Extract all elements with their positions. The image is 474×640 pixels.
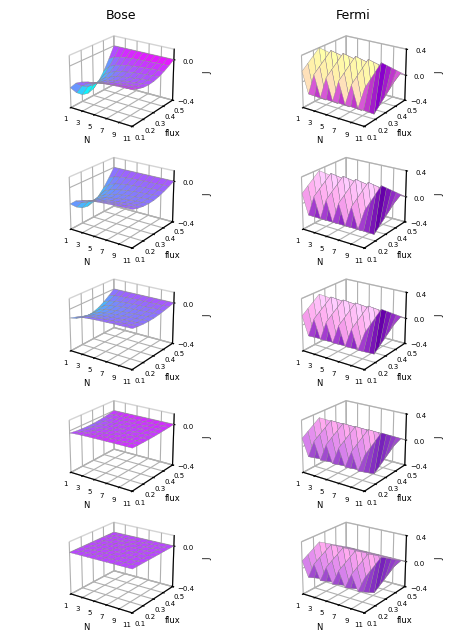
Y-axis label: flux: flux (164, 372, 180, 381)
X-axis label: N: N (83, 136, 90, 145)
X-axis label: N: N (83, 380, 90, 388)
Y-axis label: flux: flux (164, 494, 180, 503)
Y-axis label: flux: flux (397, 494, 412, 503)
Y-axis label: flux: flux (164, 129, 180, 138)
X-axis label: N: N (316, 258, 322, 267)
X-axis label: N: N (316, 136, 322, 145)
Y-axis label: flux: flux (397, 129, 412, 138)
X-axis label: N: N (316, 380, 322, 388)
Y-axis label: flux: flux (397, 372, 412, 381)
X-axis label: N: N (83, 623, 90, 632)
X-axis label: N: N (316, 501, 322, 510)
Y-axis label: flux: flux (164, 251, 180, 260)
Y-axis label: flux: flux (397, 251, 412, 260)
X-axis label: N: N (83, 501, 90, 510)
X-axis label: N: N (316, 623, 322, 632)
Y-axis label: flux: flux (164, 616, 180, 625)
Title: Bose: Bose (106, 10, 136, 22)
X-axis label: N: N (83, 258, 90, 267)
Y-axis label: flux: flux (397, 616, 412, 625)
Title: Fermi: Fermi (336, 10, 371, 22)
